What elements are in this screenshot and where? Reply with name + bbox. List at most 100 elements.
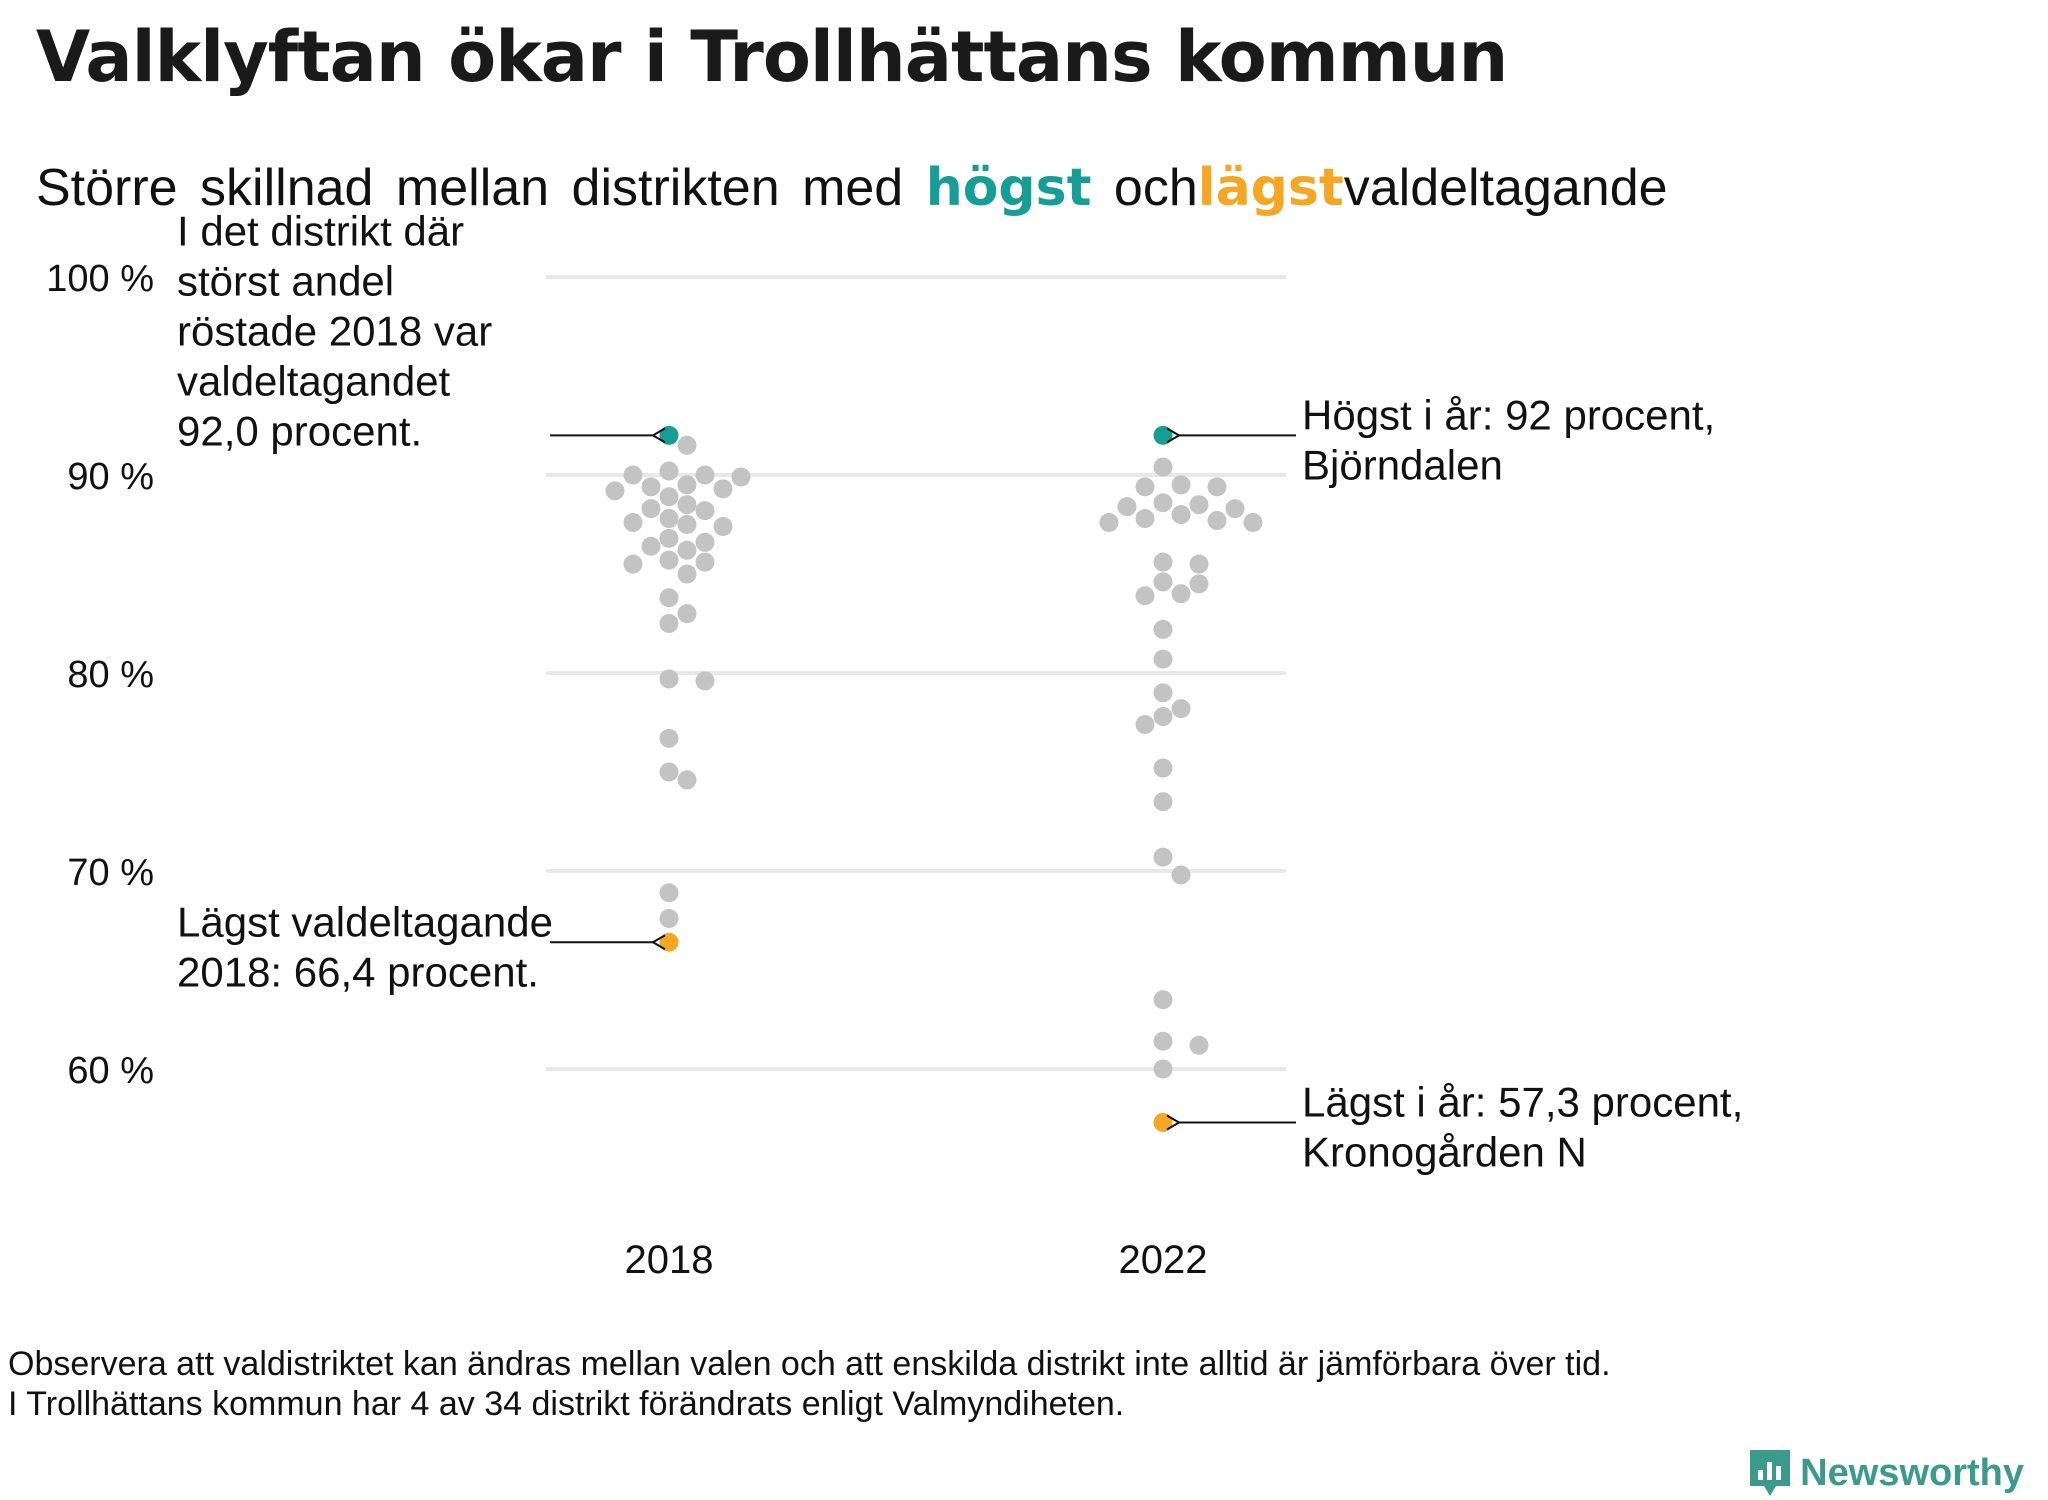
data-point [1135,477,1155,497]
data-point [659,509,679,529]
subtitle-text-1: Större skillnad mellan distrikten med [36,159,904,217]
data-point [659,528,679,548]
data-point [677,435,697,455]
footnote: Observera att valdistriktet kan ändras m… [8,1344,1611,1424]
data-point [659,487,679,507]
footnote-line-1: Observera att valdistriktet kan ändras m… [8,1345,1611,1383]
annotation-text: störst andel [177,257,394,304]
annotation-arrowhead [652,427,666,444]
data-point [1153,619,1173,639]
annotation-text: Björndalen [1302,441,1503,488]
data-point [623,465,643,485]
data-point [1225,499,1245,519]
data-point [1135,714,1155,734]
data-point-lowest [659,932,679,952]
subtitle-highlight-low: lägst [1197,158,1344,218]
data-point [659,461,679,481]
annotation-text: Högst i år: 92 procent, [1302,391,1715,438]
data-point [731,467,751,487]
newsworthy-logo-icon [1750,1450,1791,1496]
data-point [1153,990,1173,1010]
data-point [1135,509,1155,529]
data-point [1153,649,1173,669]
data-point [1153,1031,1173,1051]
data-point [1153,1059,1173,1079]
data-point [1153,552,1173,572]
data-point [659,762,679,782]
data-point [677,564,697,584]
data-point [1243,513,1263,533]
data-point [677,770,697,790]
annotation-text: Kronogården N [1302,1128,1587,1175]
brand-name: Newsworthy [1800,1451,2024,1494]
data-point [1171,865,1191,885]
annotation-arrowhead [1166,427,1180,444]
data-point-highest [1153,425,1173,445]
brand: Newsworthy [1748,1448,2024,1498]
subtitle-text-2: och [1113,159,1198,217]
data-point [641,536,661,556]
data-point [659,614,679,633]
data-point [677,604,697,624]
data-point [713,516,733,536]
data-point [659,669,679,689]
data-point [1153,847,1173,867]
data-point [659,588,679,608]
annotation-text: 92,0 procent. [177,407,422,454]
data-point [713,479,733,499]
data-point [623,554,643,574]
y-tick-label: 80 % [67,654,154,696]
data-point [1153,572,1173,592]
annotation-arrowhead [652,934,666,951]
data-point [695,465,715,485]
annotation-text: Lägst i år: 57,3 procent, [1302,1078,1743,1125]
data-point [659,883,679,903]
y-tick-label: 70 % [67,852,154,894]
beeswarm-chart: 100 % 90 % 80 % 70 % 60 % 2018 2022 I det dis… [46,207,1743,1282]
data-point [1153,683,1173,703]
annotation-text: I det distrikt där [177,207,464,254]
data-point [605,481,625,501]
y-tick-label: 90 % [67,456,154,498]
data-point [695,671,715,691]
data-point [1135,586,1155,606]
annotation-text: 2018: 66,4 procent. [177,948,539,995]
annotation-text: valdeltagandet [177,357,451,404]
data-point [695,532,715,552]
x-tick-label: 2022 [1119,1238,1208,1282]
annotation-text: Lägst valdeltagande [177,898,553,945]
data-point [677,515,697,534]
data-point [1207,477,1227,497]
data-point [695,501,715,521]
data-point [659,550,679,570]
y-tick-label: 60 % [67,1050,154,1092]
annotation-arrowhead [1166,1114,1180,1131]
data-point [1153,792,1173,812]
data-point [659,909,679,929]
data-point [677,540,697,560]
data-point [1153,707,1173,727]
data-point [1153,493,1173,513]
data-point [1117,497,1137,517]
data-point-lowest [1153,1112,1173,1132]
x-tick-label: 2018 [625,1238,714,1282]
data-point [1153,758,1173,778]
data-point [641,477,661,497]
data-point [1171,505,1191,525]
data-point [1189,554,1209,574]
data-point [1189,495,1209,515]
data-point [1207,511,1227,531]
subtitle-highlight-high: högst [925,158,1092,218]
footnote-line-2: I Trollhättans kommun har 4 av 34 distri… [8,1385,1125,1423]
data-point [659,728,679,748]
data-point [623,513,643,533]
data-point [1189,1035,1209,1055]
data-point [1189,574,1209,594]
annotation-text: röstade 2018 var [177,307,492,354]
data-point [1153,457,1173,477]
subtitle-text-3: valdeltagande [1343,159,1668,217]
y-tick-label: 100 % [46,258,154,300]
data-point [677,475,697,495]
data-point [1171,584,1191,604]
data-point [1171,475,1191,495]
